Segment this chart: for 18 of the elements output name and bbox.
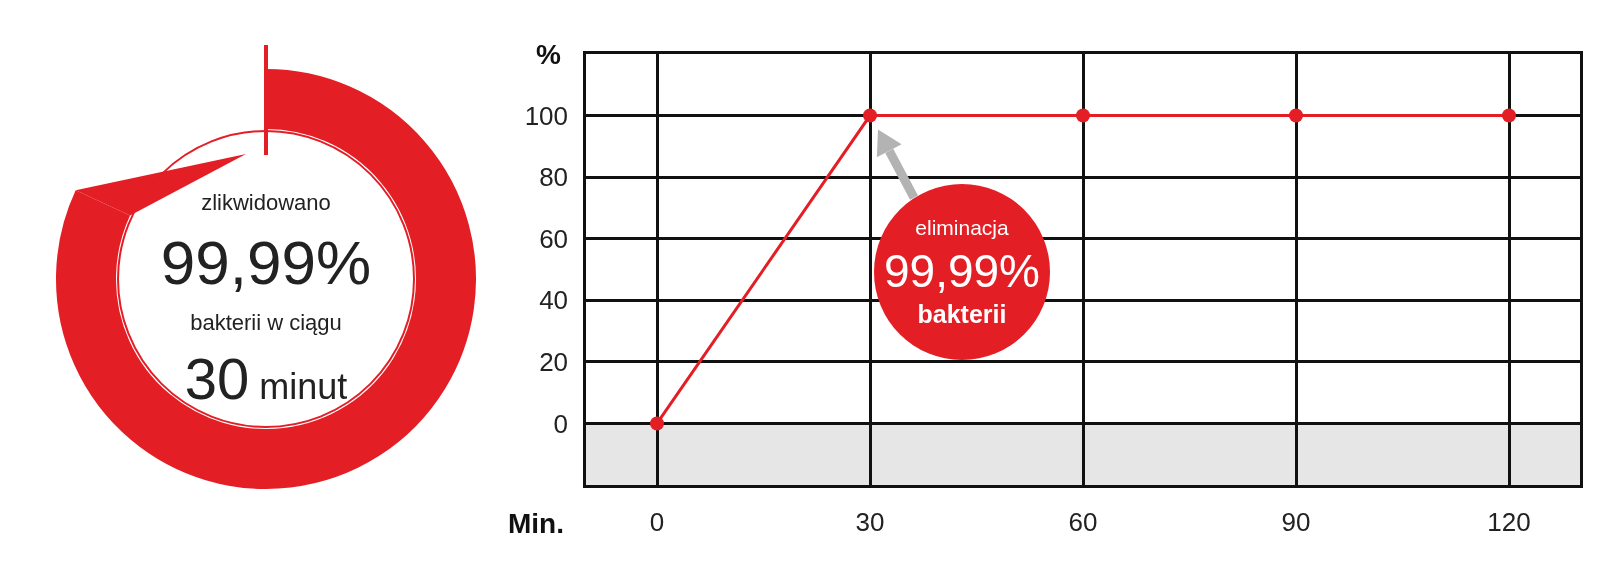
- y-tick-label: 80: [539, 162, 569, 193]
- x-axis-title: Min.: [508, 508, 564, 539]
- y-tick-label: 40: [539, 285, 569, 316]
- y-tick-label: 20: [539, 346, 569, 377]
- x-tick-label: 60: [1068, 506, 1098, 537]
- text: 30 minut: [184, 346, 348, 411]
- annotation: eliminacja 99,99% bakterii: [883, 215, 1041, 328]
- y-tick-label: 60: [539, 223, 569, 254]
- text: zlikwidowano: [200, 190, 332, 215]
- x-tick-label: 90: [1281, 506, 1311, 537]
- x-tick-label: 0: [649, 506, 665, 537]
- x-tick-label: 120: [1487, 506, 1531, 537]
- text: 99,99%: [159, 228, 373, 297]
- y-tick-label: 100: [524, 100, 569, 131]
- x-tick-label: 30: [855, 506, 885, 537]
- y-axis-title: %: [536, 39, 561, 70]
- text: bakterii w ciągu: [189, 310, 343, 335]
- y-tick-label: 0: [553, 408, 569, 439]
